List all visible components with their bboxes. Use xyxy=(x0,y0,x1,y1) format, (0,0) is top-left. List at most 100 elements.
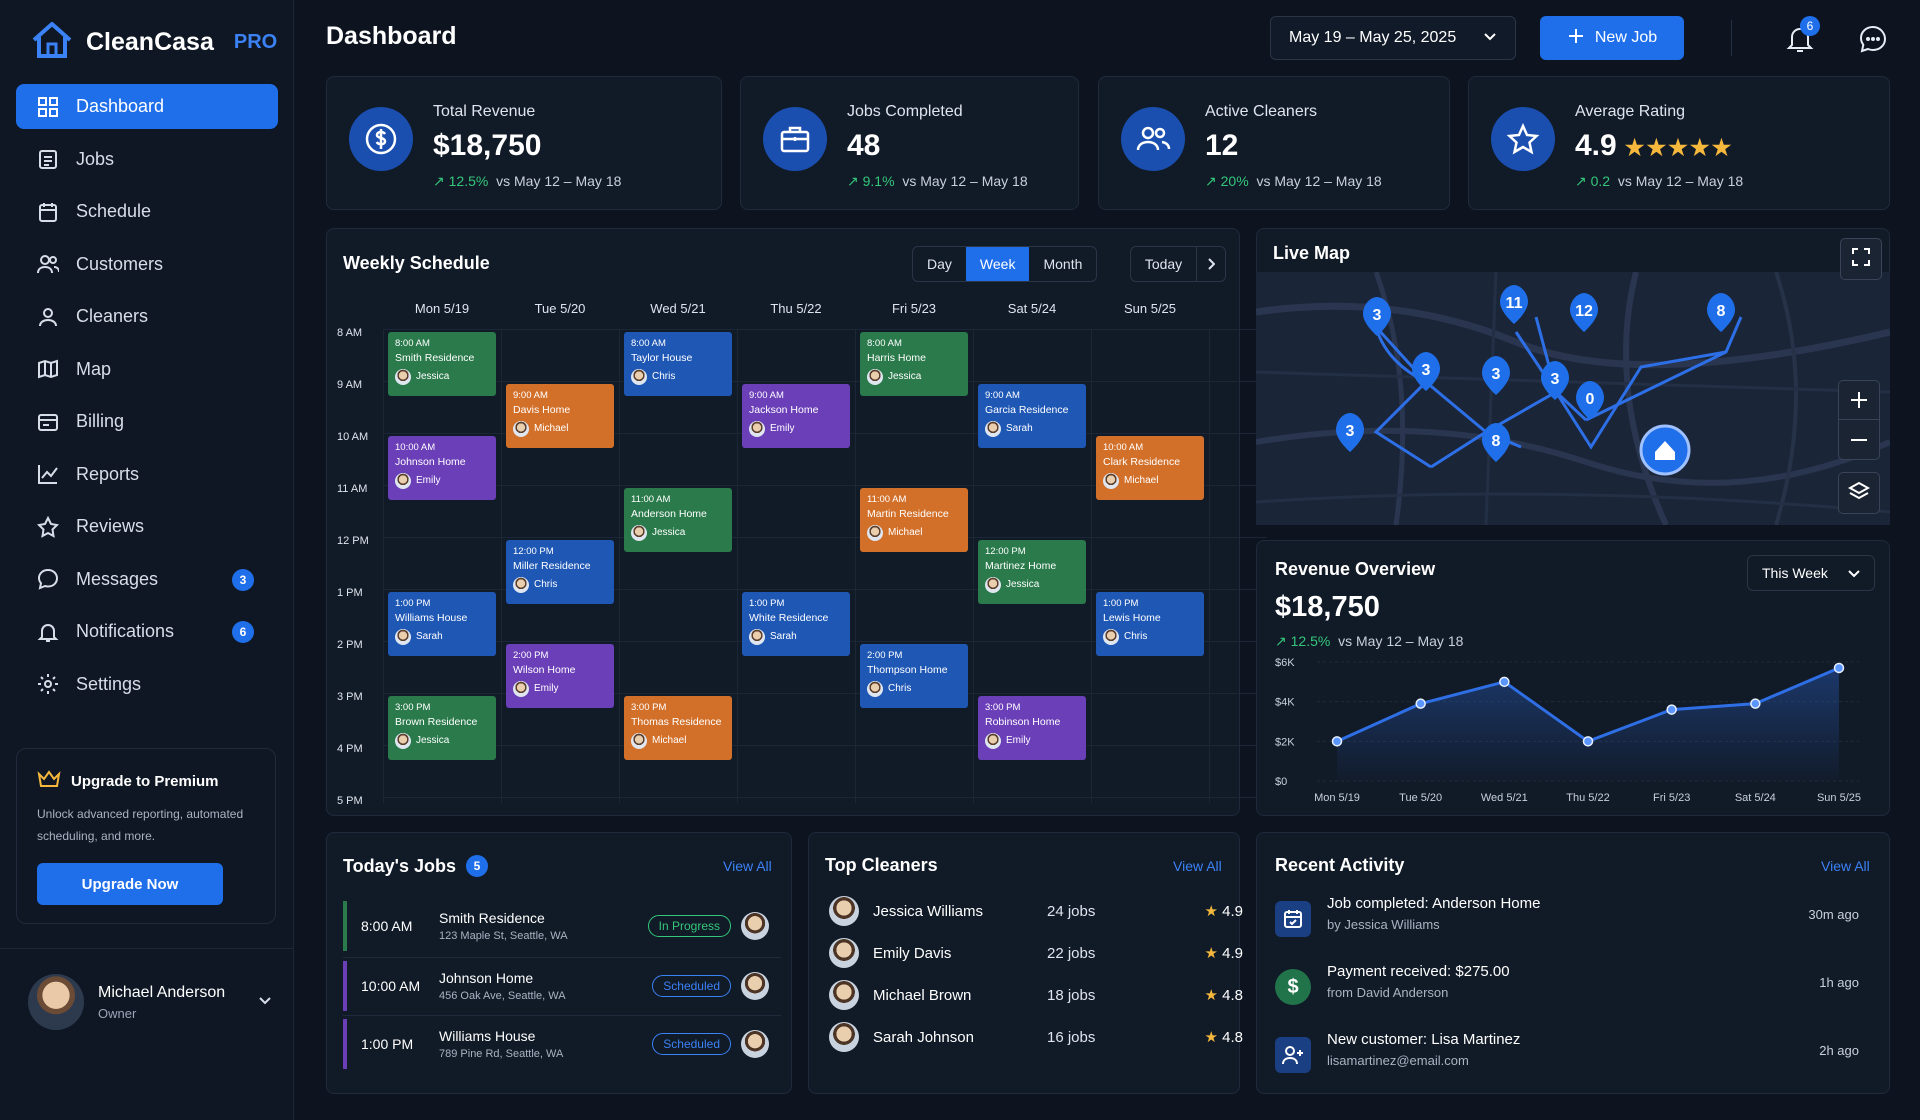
zoom-in-button[interactable] xyxy=(1839,381,1879,421)
sidebar-item-settings[interactable]: Settings xyxy=(16,662,278,707)
revenue-title: Revenue Overview xyxy=(1275,559,1436,579)
avatar xyxy=(28,974,84,1030)
schedule-event[interactable]: 8:00 AM Smith Residence Jessica xyxy=(388,332,496,396)
schedule-event[interactable]: 11:00 AM Anderson Home Jessica xyxy=(624,488,732,552)
top-cleaners-view-all-link[interactable]: View All xyxy=(1173,858,1222,874)
schedule-event[interactable]: 3:00 PM Robinson Home Emily xyxy=(978,696,1086,760)
sidebar-item-schedule[interactable]: Schedule xyxy=(16,189,278,234)
job-row[interactable]: 1:00 PM Williams House 789 Pine Rd, Seatt… xyxy=(343,1019,781,1069)
cleaner-row[interactable]: Michael Brown 18 jobs ★ 4.8 xyxy=(829,979,1243,1011)
sidebar-item-reviews[interactable]: Reviews xyxy=(16,504,278,549)
schedule-event[interactable]: 3:00 PM Thomas Residence Michael xyxy=(624,696,732,760)
view-day-button[interactable]: Day xyxy=(927,256,952,272)
stat-label: Active Cleaners xyxy=(1205,103,1318,120)
event-name: Davis Home xyxy=(513,404,571,416)
cleaner-row[interactable]: Jessica Williams 24 jobs ★ 4.9 xyxy=(829,895,1243,927)
event-name: Garcia Residence xyxy=(985,404,1069,416)
event-cleaner: Chris xyxy=(631,369,725,385)
layers-button[interactable] xyxy=(1838,472,1880,514)
data-point[interactable] xyxy=(1666,704,1677,715)
data-point[interactable] xyxy=(1331,736,1343,747)
user-profile[interactable]: Michael Anderson Owner xyxy=(28,974,272,1030)
divider xyxy=(343,1015,781,1016)
schedule-event[interactable]: 8:00 AM Taylor House Chris xyxy=(624,332,732,396)
schedule-event[interactable]: 1:00 PM White Residence Sarah xyxy=(742,592,850,656)
avatar xyxy=(867,525,883,541)
today-button[interactable]: Today xyxy=(1131,247,1197,281)
schedule-event[interactable]: 8:00 AM Harris Home Jessica xyxy=(860,332,968,396)
avatar xyxy=(749,421,765,437)
avatar xyxy=(829,980,859,1010)
data-point[interactable] xyxy=(1833,662,1845,674)
avatar xyxy=(395,733,411,749)
date-range-select[interactable]: May 19 – May 25, 2025 xyxy=(1270,16,1516,60)
data-point[interactable] xyxy=(1415,698,1426,709)
activity-row[interactable]: Job completed: Anderson Home by Jessica … xyxy=(1275,895,1867,945)
schedule-event[interactable]: 1:00 PM Williams House Sarah xyxy=(388,592,496,656)
data-point[interactable] xyxy=(1750,698,1761,709)
todays-jobs-view-all-link[interactable]: View All xyxy=(723,858,772,874)
sidebar-item-jobs[interactable]: Jobs xyxy=(16,137,278,182)
schedule-event[interactable]: 11:00 AM Martin Residence Michael xyxy=(860,488,968,552)
view-week-button[interactable]: Week xyxy=(965,247,1030,281)
schedule-event[interactable]: 2:00 PM Thompson Home Chris xyxy=(860,644,968,708)
live-map[interactable]: 3 3 11 12 8 3 3 0 3 8 xyxy=(1256,272,1890,525)
zoom-out-button[interactable] xyxy=(1839,420,1879,459)
schedule-event[interactable]: 10:00 AM Johnson Home Emily xyxy=(388,436,496,500)
schedule-event[interactable]: 10:00 AM Clark Residence Michael xyxy=(1096,436,1204,500)
data-point[interactable] xyxy=(1582,736,1594,747)
stat-label: Jobs Completed xyxy=(847,103,963,120)
stat-label: Total Revenue xyxy=(433,103,536,120)
map-pin-label: 3 xyxy=(1373,307,1382,324)
sidebar-item-label: Map xyxy=(76,358,112,379)
sidebar-item-map[interactable]: Map xyxy=(16,347,278,392)
event-time: 12:00 PM xyxy=(513,546,554,557)
event-cleaner: Emily xyxy=(513,681,607,697)
sidebar-item-notifications[interactable]: Notifications 6 xyxy=(16,609,278,654)
data-point[interactable] xyxy=(1499,676,1510,688)
schedule-event[interactable]: 1:00 PM Lewis Home Chris xyxy=(1096,592,1204,656)
schedule-event[interactable]: 12:00 PM Martinez Home Jessica xyxy=(978,540,1086,604)
period-select[interactable]: This Week xyxy=(1747,555,1875,591)
new-job-button[interactable]: New Job xyxy=(1540,16,1684,60)
activity-row[interactable]: New customer: Lisa Martinez lisamartinez… xyxy=(1275,1031,1867,1081)
recent-activity-view-all-link[interactable]: View All xyxy=(1821,858,1870,874)
job-row[interactable]: 8:00 AM Smith Residence 123 Maple St, Sea… xyxy=(343,901,781,951)
schedule-event[interactable]: 12:00 PM Miller Residence Chris xyxy=(506,540,614,604)
schedule-event[interactable]: 3:00 PM Brown Residence Jessica xyxy=(388,696,496,760)
chat-icon[interactable] xyxy=(1858,24,1888,59)
grid-line xyxy=(383,537,1267,538)
activity-row[interactable]: $ Payment received: $275.00 from David A… xyxy=(1275,963,1867,1013)
stat-compare: vs May 12 – May 18 xyxy=(496,173,622,189)
view-month-button[interactable]: Month xyxy=(1043,256,1083,272)
billing-icon xyxy=(36,410,60,434)
sidebar-item-cleaners[interactable]: Cleaners xyxy=(16,294,278,339)
cleaner-row[interactable]: Emily Davis 22 jobs ★ 4.9 xyxy=(829,937,1243,969)
schedule-title: Weekly Schedule xyxy=(343,253,490,273)
cleaner-row[interactable]: Sarah Johnson 16 jobs ★ 4.8 xyxy=(829,1021,1243,1053)
sidebar-item-label: Jobs xyxy=(76,148,115,169)
sidebar-item-dashboard[interactable]: Dashboard xyxy=(16,84,278,129)
map-icon xyxy=(36,357,60,381)
event-cleaner: Emily xyxy=(749,421,843,437)
time-label: 1 PM xyxy=(337,587,363,599)
schedule-event[interactable]: 2:00 PM Wilson Home Emily xyxy=(506,644,614,708)
job-row[interactable]: 10:00 AM Johnson Home 456 Oak Ave, Seattl… xyxy=(343,961,781,1011)
sidebar-item-customers[interactable]: Customers xyxy=(16,242,278,287)
sidebar-item-billing[interactable]: Billing xyxy=(16,399,278,444)
job-name: Williams House xyxy=(439,1028,536,1044)
schedule-event[interactable]: 9:00 AM Davis Home Michael xyxy=(506,384,614,448)
chevron-right-icon[interactable] xyxy=(1197,247,1225,281)
logo[interactable]: CleanCasa PRO xyxy=(30,20,277,65)
sidebar-item-reports[interactable]: Reports xyxy=(16,452,278,497)
map-pin-icon: 0 xyxy=(1576,381,1604,420)
upgrade-button[interactable]: Upgrade Now xyxy=(37,863,223,905)
sidebar-item-messages[interactable]: Messages 3 xyxy=(16,557,278,602)
schedule-event[interactable]: 9:00 AM Garcia Residence Sarah xyxy=(978,384,1086,448)
avatar xyxy=(395,473,411,489)
recent-activity-title: Recent Activity xyxy=(1275,855,1405,875)
chevron-down-icon[interactable] xyxy=(258,993,272,1011)
fullscreen-button[interactable] xyxy=(1840,238,1882,280)
event-name: Brown Residence xyxy=(395,716,478,728)
schedule-event[interactable]: 9:00 AM Jackson Home Emily xyxy=(742,384,850,448)
